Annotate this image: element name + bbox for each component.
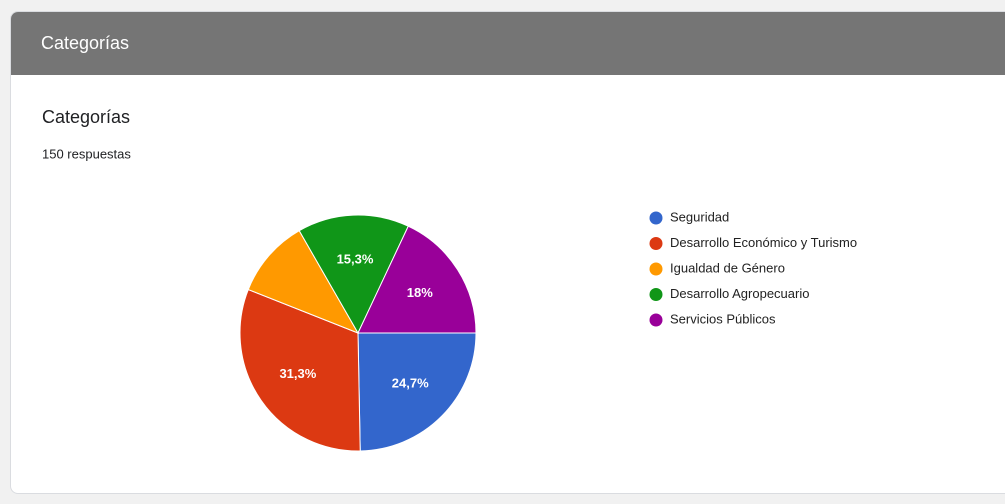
legend-label: Igualdad de Género	[670, 260, 785, 275]
data-label: 31,3%	[279, 366, 316, 381]
pie-slice	[298, 214, 409, 335]
legend-swatch	[649, 211, 663, 225]
legend-swatch	[649, 313, 663, 327]
section-header: Categorías	[11, 12, 1005, 75]
legend-swatch	[649, 262, 663, 276]
pie-slice	[357, 332, 477, 452]
legend-label: Desarrollo Económico y Turismo	[670, 235, 857, 250]
legend-swatch	[649, 288, 663, 301]
legend-label: Seguridad	[670, 209, 729, 224]
card: Categorías	[10, 11, 1005, 494]
pie-slice	[247, 230, 360, 334]
chart-subtitle: 150 respuestas	[42, 146, 131, 161]
data-label: 15,3%	[337, 251, 374, 266]
data-label: 18%	[407, 285, 433, 300]
data-label: 24,7%	[392, 376, 429, 391]
legend-label: Desarrollo Agropecuario	[670, 286, 809, 301]
legend-label: Servicios Públicos	[670, 311, 776, 326]
legend-swatch	[649, 237, 663, 250]
pie-slice	[357, 225, 477, 334]
chart-title: Categorías	[42, 107, 130, 127]
pie-slice	[239, 288, 361, 452]
